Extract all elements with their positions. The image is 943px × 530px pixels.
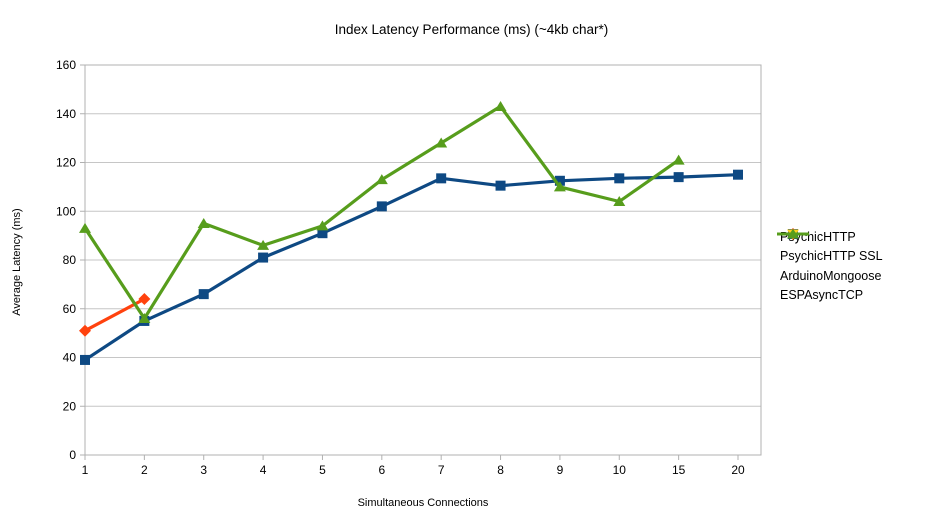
- series-psychichttp: [80, 169, 743, 365]
- series-line: [83, 104, 681, 321]
- x-tick-label: 15: [672, 463, 686, 477]
- y-tick-label: 160: [56, 58, 76, 72]
- x-tick-label: 3: [200, 463, 207, 477]
- data-point-marker: [494, 100, 507, 111]
- legend-label: ESPAsyncTCP: [780, 288, 864, 303]
- data-point-marker: [79, 222, 91, 233]
- gridlines: 0 20 40 60 80 100 120 140 160: [56, 58, 761, 462]
- data-point-marker: [553, 181, 566, 192]
- data-point-marker: [436, 173, 447, 184]
- x-tick-label: 8: [497, 463, 504, 477]
- plot-border: [84, 64, 762, 456]
- series-espasynctcp: [79, 100, 685, 323]
- data-point-marker: [79, 324, 91, 337]
- data-point-marker: [733, 169, 743, 180]
- y-tick-label: 60: [63, 302, 77, 316]
- data-point-marker: [613, 196, 626, 206]
- data-point-marker: [375, 174, 388, 185]
- x-axis: 1 2 3 4 5 6 7 8 9 10 15 20: [82, 455, 745, 477]
- x-axis-title: Simultaneous Connections: [357, 497, 489, 509]
- data-point-marker: [495, 180, 506, 191]
- legend-label: ArduinoMongoose: [780, 268, 882, 283]
- legend-item: PsychicHTTP SSL: [776, 228, 883, 267]
- data-point-marker: [138, 313, 151, 323]
- data-point-marker: [672, 154, 685, 165]
- x-tick-label: 2: [141, 463, 148, 477]
- series-line: [83, 173, 740, 362]
- legend-marker-icon: [777, 228, 809, 239]
- data-point-marker: [614, 173, 625, 184]
- data-point-marker: [554, 175, 565, 186]
- y-tick-label: 20: [63, 399, 77, 413]
- x-tick-label: 5: [319, 463, 326, 477]
- data-point-marker: [80, 354, 90, 365]
- data-point-marker: [673, 172, 684, 183]
- y-tick-label: 80: [63, 253, 77, 267]
- data-point-marker: [257, 239, 270, 250]
- y-tick-label: 40: [63, 351, 77, 365]
- data-point-marker: [376, 201, 387, 212]
- legend: PsychicHTTP PsychicHTTP SSL ArduinoMongoos…: [776, 227, 883, 305]
- y-tick-label: 120: [56, 156, 76, 170]
- x-tick-label: 7: [438, 463, 445, 477]
- legend-item: ArduinoMongoose: [776, 229, 883, 286]
- x-tick-label: 9: [557, 463, 564, 477]
- legend-label: PsychicHTTP SSL: [780, 249, 883, 264]
- x-tick-label: 20: [731, 463, 745, 477]
- data-point-marker: [138, 293, 151, 305]
- legend-marker: [787, 228, 799, 239]
- data-point-marker: [197, 217, 210, 228]
- y-tick-label: 0: [69, 448, 76, 462]
- legend-item: ESPAsyncTCP: [776, 228, 883, 306]
- y-axis-title: Average Latency (ms): [11, 208, 23, 316]
- data-point-marker: [317, 228, 328, 239]
- y-tick-label: 140: [56, 107, 76, 121]
- x-tick-label: 1: [82, 463, 89, 477]
- series-psychichttp-ssl: [79, 293, 151, 337]
- y-tick-label: 100: [56, 204, 76, 218]
- data-point-marker: [435, 137, 448, 148]
- data-point-marker: [198, 289, 209, 300]
- data-point-marker: [258, 252, 269, 263]
- chart-title: Index Latency Performance (ms) (~4kb cha…: [334, 22, 609, 37]
- x-tick-label: 4: [260, 463, 267, 477]
- x-tick-label: 6: [378, 463, 385, 477]
- x-tick-label: 10: [613, 463, 627, 477]
- data-point-marker: [316, 220, 329, 231]
